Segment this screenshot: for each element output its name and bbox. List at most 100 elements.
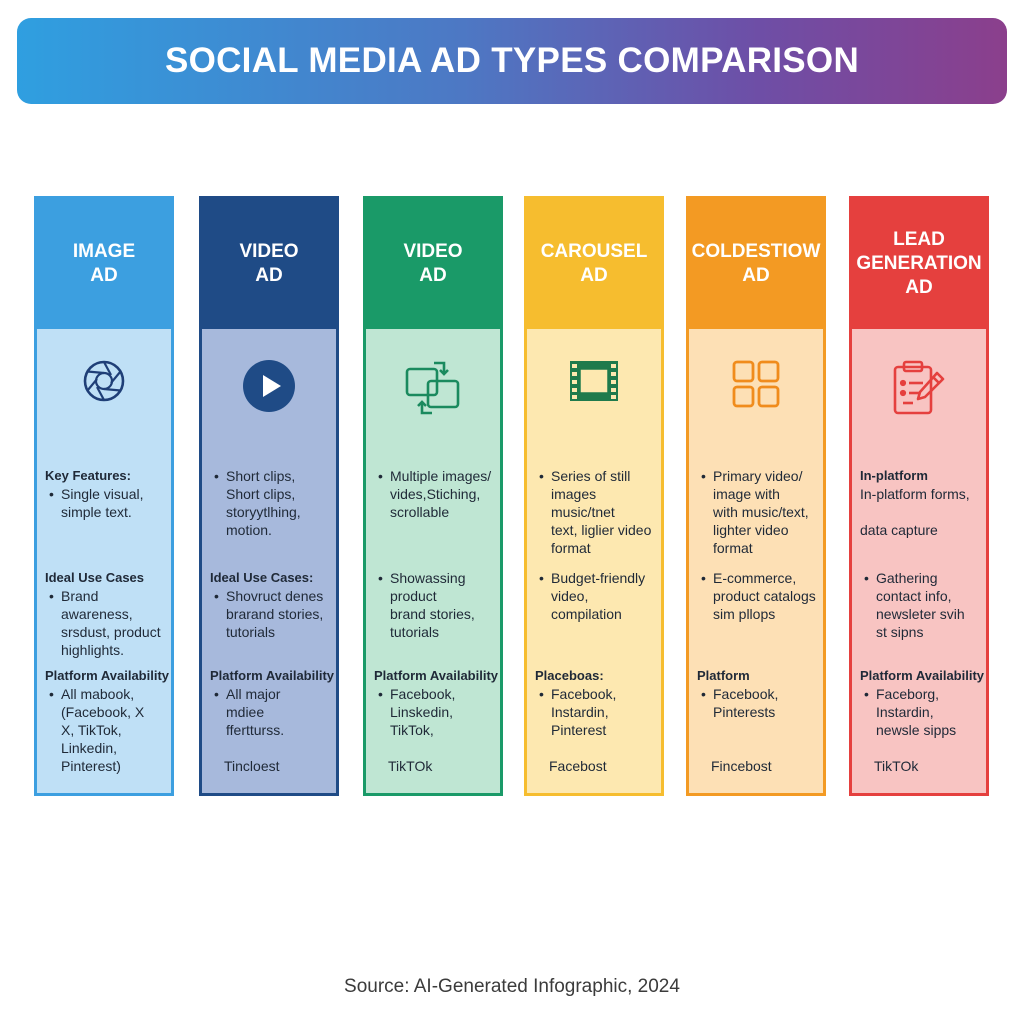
key-features-heading: Key Features: [45, 468, 131, 483]
ad-type-column: COLDESTIOW AD Primary video/image withwith… [686, 196, 826, 796]
column-title-line: AD [580, 265, 608, 286]
ad-type-column: LEAD GENERATION AD In-platform In-platform f… [849, 196, 989, 796]
column-body: Key Features: Single visual,simple text. I… [37, 329, 171, 793]
swap-frames-icon [366, 359, 500, 419]
bullet-item: Brand awareness,srsdust, producthighligh… [45, 587, 167, 659]
use-cases: Ideal Use Cases Brand awareness,srsdust, … [45, 569, 167, 659]
platform-extra: TikTOk [874, 758, 919, 774]
ad-type-column: VIDEO AD Short clips,Short clips,storyytlh… [199, 196, 339, 796]
column-title-line: AD [419, 265, 447, 286]
platform-heading: Platform Availability [210, 668, 335, 683]
column-title-line: AD [90, 265, 118, 286]
column-title-line: GENERATION [856, 253, 982, 274]
platform-list: Facebook,Linskedin,TikTok, [374, 685, 496, 739]
key-features: Key Features: Single visual,simple text. [45, 467, 167, 521]
key-features-list: Single visual,simple text. [45, 485, 167, 521]
key-features: Short clips,Short clips,storyytlhing,mot… [210, 467, 332, 539]
use-cases-heading: Ideal Use Cases: [210, 570, 314, 585]
bullet-item: Facebook,Pinterests [697, 685, 819, 721]
column-header: LEAD GENERATION AD [852, 199, 986, 329]
use-cases-list: Brand awareness,srsdust, producthighligh… [45, 587, 167, 659]
platform-availability: Platform Availability All mabook,(Faceboo… [45, 667, 170, 775]
key-features: In-platform In-platform forms, data captu… [860, 467, 982, 539]
ad-type-column: IMAGE AD Key Features: Single visual,simple… [34, 196, 174, 796]
ad-type-column: VIDEO AD Multiple images/vides,Stiching,sc… [363, 196, 503, 796]
key-features-heading: In-platform [860, 468, 928, 483]
play-button-icon [202, 359, 336, 419]
platform-heading: Platform Availability [374, 668, 499, 683]
film-strip-icon [527, 359, 661, 419]
platform-list: All mabook,(Facebook, XX, TikTok,Linkedi… [45, 685, 167, 775]
column-header: VIDEO AD [366, 199, 500, 329]
column-title-line: IMAGE [72, 241, 136, 262]
bullet-item: Facebook,Instardin,Pinterest [535, 685, 657, 739]
platform-availability: Platform Availability Faceborg,Instardin,… [860, 667, 985, 739]
column-header: VIDEO AD [202, 199, 336, 329]
column-title-line: VIDEO [403, 241, 463, 262]
bullet-item: Single visual,simple text. [45, 485, 167, 521]
platform-extra: Tincloest [224, 758, 280, 774]
platform-heading: Platform [697, 668, 750, 683]
bullet-item: Short clips,Short clips,storyytlhing,mot… [210, 467, 332, 539]
column-title-line: VIDEO [239, 241, 299, 262]
bullet-item: Faceborg,Instardin,newsle sipps [860, 685, 982, 739]
platform-availability: Platform Availability Facebook,Linskedin,… [374, 667, 499, 739]
key-features: Multiple images/vides,Stiching,scrollabl… [374, 467, 496, 521]
source-footer: Source: AI-Generated Infographic, 2024 [344, 976, 680, 997]
camera-aperture-icon [37, 359, 171, 419]
platform-heading: Platform Availability [45, 668, 170, 683]
key-features-list: Short clips,Short clips,storyytlhing,mot… [210, 467, 332, 539]
platform-availability: Platform Facebook,Pinterests [697, 667, 819, 721]
platform-list: Facebook,Instardin,Pinterest [535, 685, 657, 739]
column-body: Multiple images/vides,Stiching,scrollabl… [366, 329, 500, 793]
column-title-line: AD [742, 265, 770, 286]
column-header: IMAGE AD [37, 199, 171, 329]
column-title-line: CAROUSEL [540, 241, 648, 262]
platform-availability: Platform Availability All majormdieeffert… [210, 667, 335, 739]
platform-list: Facebook,Pinterests [697, 685, 819, 721]
use-cases-heading: Ideal Use Cases [45, 570, 145, 585]
platform-list: Faceborg,Instardin,newsle sipps [860, 685, 982, 739]
column-header: COLDESTIOW AD [689, 199, 823, 329]
platform-availability: Placeboas: Facebook,Instardin,Pinterest [535, 667, 657, 739]
platform-extra: Fincebost [711, 758, 772, 774]
key-features-text: In-platform forms, data capture [860, 486, 970, 538]
column-header: CAROUSEL AD [527, 199, 661, 329]
platform-heading: Platform Availability [860, 668, 985, 683]
key-features-list: Multiple images/vides,Stiching,scrollabl… [374, 467, 496, 521]
column-title-line: LEAD [893, 229, 945, 250]
column-title-line: COLDESTIOW [691, 241, 821, 262]
title-banner: SOCIAL MEDIA AD TYPES COMPARISON [17, 18, 1007, 104]
platform-heading: Placeboas: [535, 668, 604, 683]
column-body: Short clips,Short clips,storyytlhing,mot… [202, 329, 336, 793]
page-title: SOCIAL MEDIA AD TYPES COMPARISON [164, 41, 860, 80]
column-title-line: AD [255, 265, 283, 286]
bullet-item: Facebook,Linskedin,TikTok, [374, 685, 496, 739]
ad-type-column: CAROUSEL AD Series of stillimagesmusic/tne… [524, 196, 664, 796]
bullet-item: Multiple images/vides,Stiching,scrollabl… [374, 467, 496, 521]
clipboard-edit-icon [852, 359, 986, 419]
